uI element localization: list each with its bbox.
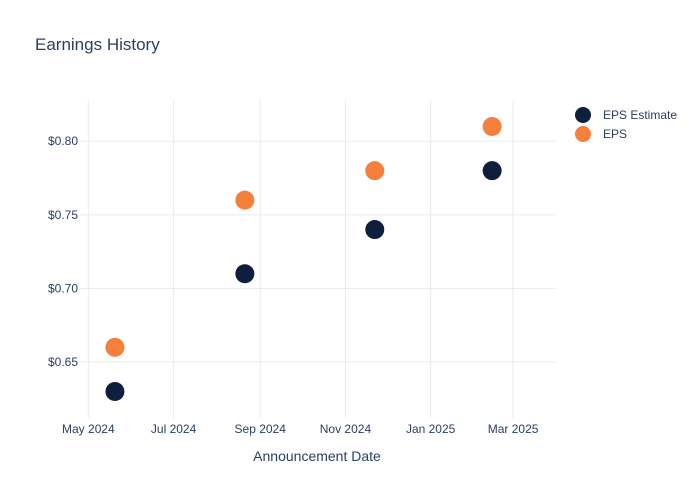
eps-estimate-point	[105, 382, 125, 401]
y-tick-label: $0.65	[48, 355, 78, 369]
eps-estimate-legend-label: EPS Estimate	[603, 108, 677, 122]
x-tick-label: Jul 2024	[151, 422, 197, 436]
eps-point	[105, 337, 125, 357]
x-tick-label: Sep 2024	[235, 422, 287, 436]
eps-estimate-point	[235, 264, 255, 284]
chart-title: Earnings History	[35, 35, 160, 54]
eps-point	[235, 190, 255, 210]
legend: EPS Estimate EPS	[575, 107, 677, 142]
x-axis-title: Announcement Date	[253, 448, 381, 464]
x-tick-label: May 2024	[62, 422, 115, 436]
x-tick-label: Nov 2024	[320, 422, 372, 436]
eps-point	[365, 161, 385, 181]
y-tick-label: $0.80	[48, 134, 78, 148]
grid-layer	[80, 100, 555, 418]
y-tick-label: $0.75	[48, 208, 78, 222]
eps-estimate-point	[482, 161, 502, 181]
point-layer	[105, 117, 502, 401]
eps-estimate-point	[365, 220, 385, 240]
tick-layer: May 2024 Jul 2024 Sep 2024 Nov 2024 Jan 2025…	[48, 134, 539, 436]
y-tick-label: $0.70	[48, 281, 78, 295]
eps-legend-marker	[575, 126, 591, 142]
eps-estimate-legend-marker	[575, 107, 591, 123]
eps-legend-label: EPS	[603, 127, 627, 141]
x-tick-label: Mar 2025	[488, 422, 539, 436]
eps-point	[482, 117, 502, 136]
x-tick-label: Jan 2025	[406, 422, 456, 436]
